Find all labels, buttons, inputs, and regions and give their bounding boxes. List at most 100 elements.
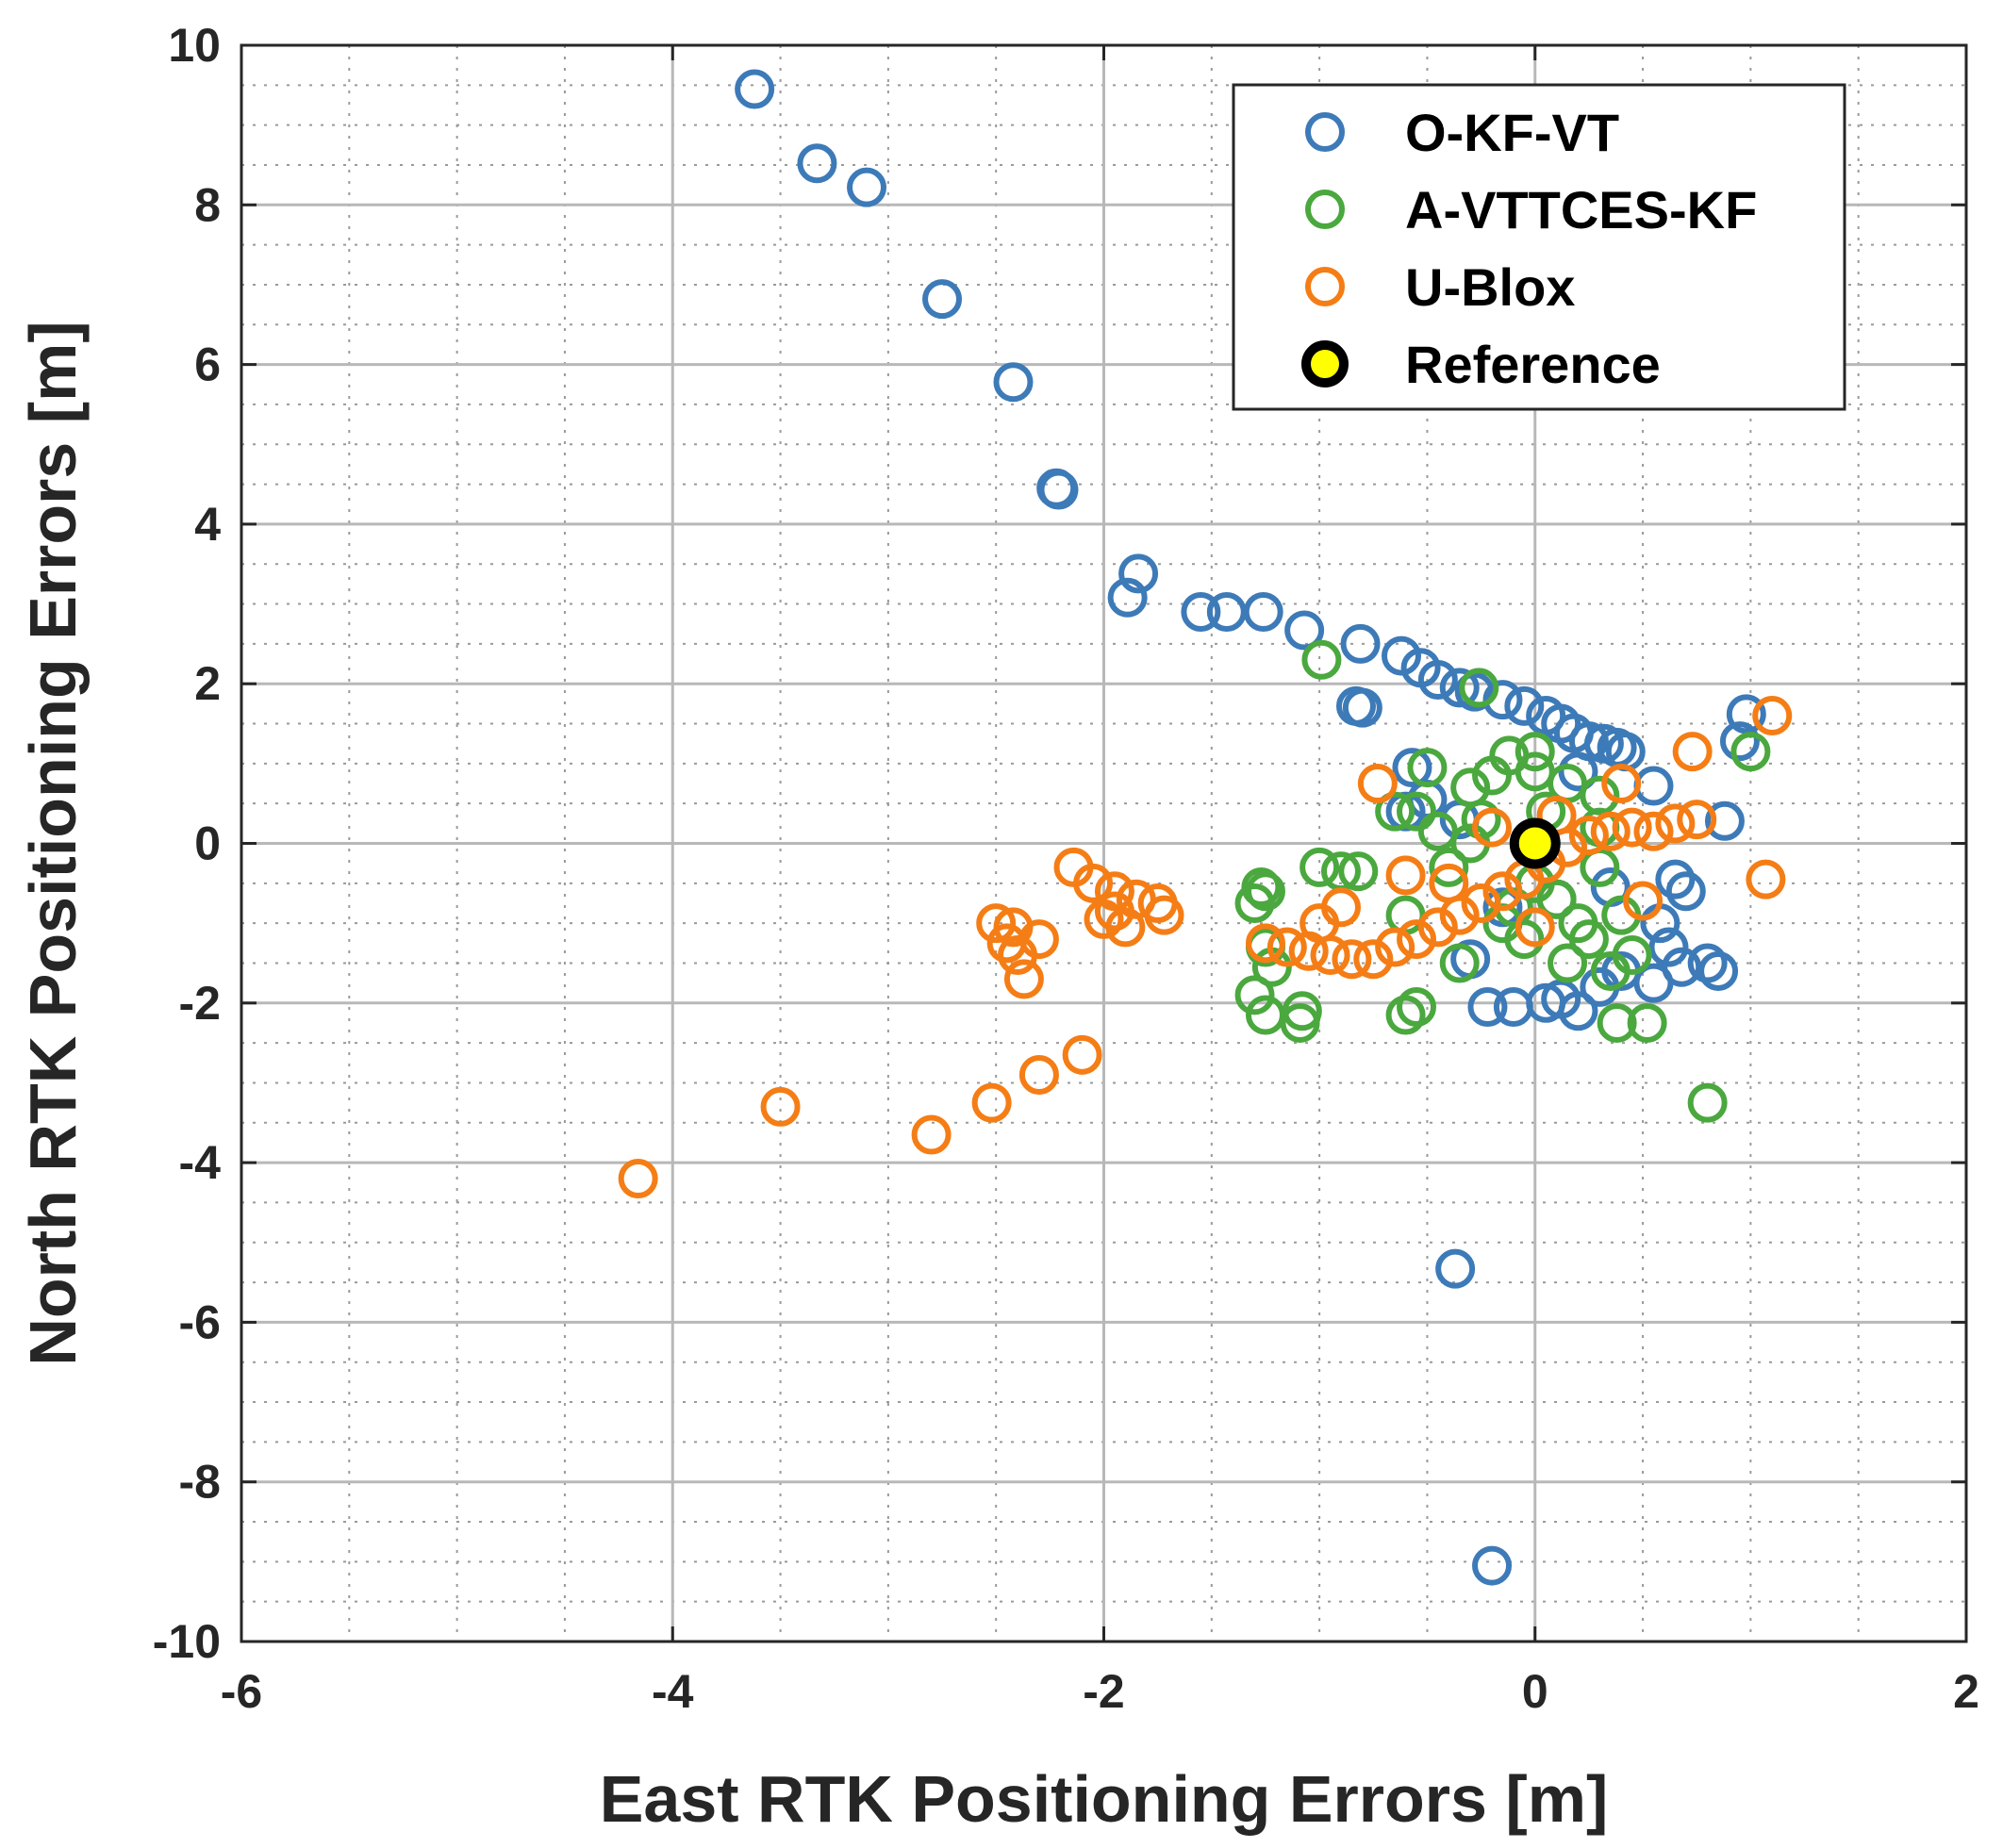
data-point [1687,1082,1728,1123]
data-point [1392,748,1432,788]
data-point [1118,553,1159,594]
data-point [1338,851,1379,892]
data-point [1472,807,1513,848]
legend-label: U-Blox [1405,257,1575,317]
y-tick-label: 4 [194,498,221,551]
data-point [1698,950,1739,991]
data-point [1704,800,1745,841]
legend-marker [1305,112,1345,152]
data-point [1752,696,1793,736]
y-tick-label: -6 [179,1295,221,1348]
data-point [1417,907,1458,948]
series-reference [1509,817,1561,869]
data-point [1234,975,1275,1015]
x-axis-title: East RTK Positioning Errors [m] [600,1762,1609,1836]
legend-item: Reference [1301,335,1661,394]
series-a-vttces-kf [1234,639,1771,1123]
data-point [1472,755,1513,796]
data-point [1340,623,1381,664]
data-point [1687,943,1728,983]
legend-item: O-KF-VT [1305,103,1619,162]
y-tick-label: 0 [194,817,221,870]
data-point [1073,863,1114,903]
data-point [735,69,775,109]
data-point [1245,871,1285,912]
data-point [1558,751,1598,792]
data-point [1385,995,1426,1035]
data-point [1472,1545,1513,1586]
data-point [1062,1034,1102,1075]
data-point [1633,811,1674,851]
data-point [1084,899,1124,939]
y-tick-label: -10 [153,1615,221,1668]
data-point [1482,680,1523,720]
data-point [1461,883,1501,923]
data-point [971,1082,1012,1123]
data-point [1144,895,1184,935]
data-point [1018,919,1059,960]
data-point [1245,923,1285,964]
x-tick-label: -4 [652,1665,694,1718]
data-point [1627,1002,1667,1043]
data-point [1375,791,1415,832]
data-point [1181,592,1221,633]
data-point [1612,807,1652,848]
data-point [1332,939,1372,980]
legend-item: A-VTTCES-KF [1305,180,1757,239]
data-point [1385,855,1426,896]
data-point [1397,919,1437,960]
data-point [1107,577,1148,618]
data-point [1672,732,1713,772]
data-point [760,1086,801,1127]
data-point [1018,1054,1059,1095]
data-point [1746,859,1786,899]
data-point [1105,907,1146,948]
data-point [1623,881,1664,921]
data-point [1407,748,1448,788]
x-tick-label: -2 [1083,1665,1124,1718]
data-point [1597,1002,1637,1043]
data-point [1648,927,1689,967]
data-point [911,1114,952,1155]
data-point [1515,907,1555,948]
data-points [618,69,1793,1586]
data-point [1504,685,1545,726]
y-axis-title: North RTK Positioning Errors [m] [16,321,90,1365]
legend-marker [1305,267,1345,306]
legend: O-KF-VT A-VTTCES-KF U-Blox Reference [1232,83,1846,411]
data-point [1726,694,1766,734]
y-tick-label: 8 [194,178,221,231]
data-point [1601,764,1642,804]
x-axis-ticks: -6 -4 -2 0 2 [221,45,1979,1718]
data-point [1299,847,1340,887]
data-point [1342,687,1382,728]
data-point [1385,791,1426,832]
legend-label: O-KF-VT [1405,103,1619,162]
data-point [1677,800,1717,840]
data-point [1353,939,1394,980]
data-point [1568,816,1609,856]
x-tick-label: 2 [1953,1665,1979,1718]
data-point [1234,883,1275,923]
data-point [1301,639,1342,680]
data-point [1397,791,1437,832]
data-point [1665,871,1706,912]
legend-item: U-Blox [1305,257,1575,317]
data-point [1397,987,1437,1028]
data-point [1266,927,1307,967]
data-point [1429,863,1469,903]
reference-point [1509,817,1561,869]
data-point [1655,859,1696,899]
legend-label: A-VTTCES-KF [1405,180,1757,239]
data-point [618,1159,658,1199]
y-tick-label: 2 [194,657,221,710]
y-tick-label: -8 [179,1456,221,1509]
x-tick-label: -6 [221,1665,262,1718]
data-point [1429,847,1469,887]
data-point [1558,991,1598,1031]
data-point [847,167,887,207]
data-point [1417,659,1458,700]
data-point [1299,903,1340,944]
legend-label: Reference [1405,335,1661,394]
data-point [976,903,1017,944]
